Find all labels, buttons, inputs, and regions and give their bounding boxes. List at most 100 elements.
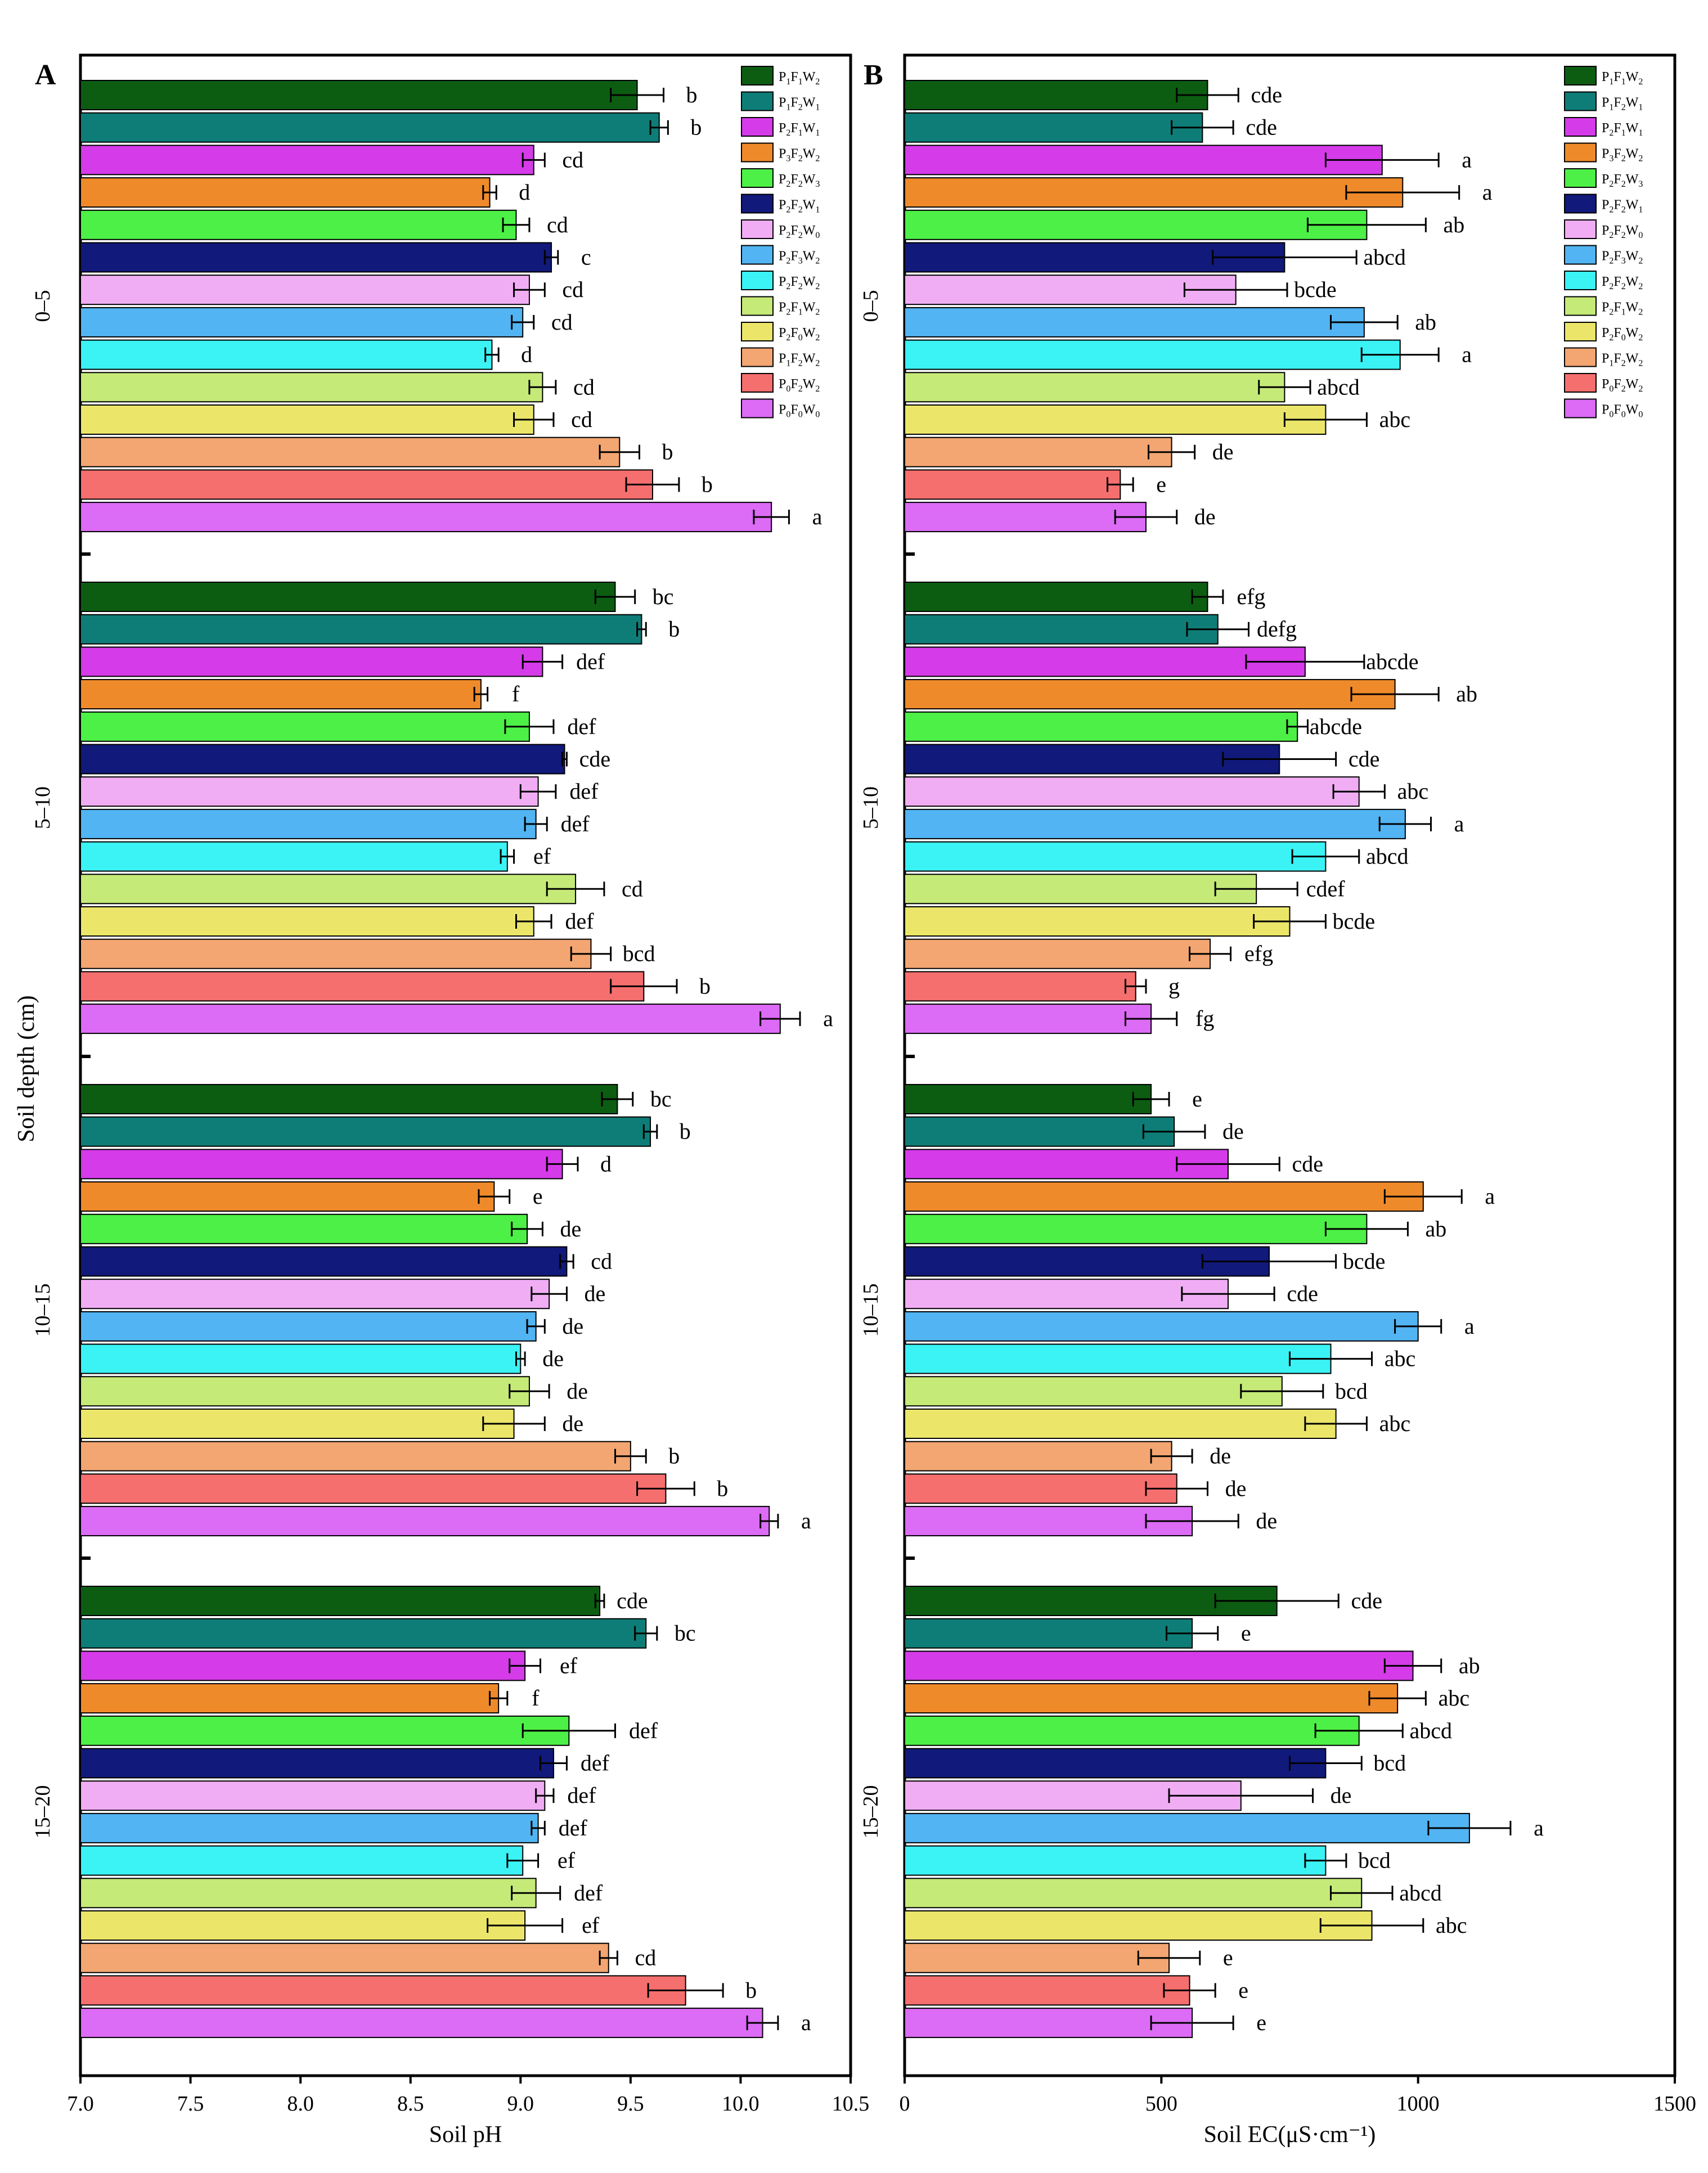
significance-letter: abcd <box>1363 245 1406 270</box>
significance-letter: a <box>1462 342 1472 367</box>
significance-letter: de <box>1225 1475 1247 1501</box>
bar <box>904 1473 1177 1504</box>
legend-swatch <box>1564 347 1597 367</box>
bar <box>904 145 1383 176</box>
legend-label: P1F2W2 <box>779 352 820 368</box>
significance-letter: bcd <box>1335 1378 1368 1403</box>
legend-swatch <box>1564 117 1597 137</box>
significance-letter: b <box>680 1119 691 1144</box>
bar <box>80 744 565 775</box>
bar <box>80 1910 526 1941</box>
legend-swatch <box>1564 296 1597 316</box>
bar <box>904 1311 1419 1342</box>
significance-letter: cd <box>622 876 643 901</box>
legend-label: P0F2W2 <box>779 377 820 394</box>
significance-letter: bcde <box>1294 277 1337 302</box>
significance-letter: de <box>542 1346 564 1371</box>
significance-letter: abcd <box>1366 844 1409 869</box>
significance-letter: bcde <box>1343 1249 1386 1274</box>
legend-label: P0F2W2 <box>1602 377 1643 394</box>
significance-letter: cde <box>1349 746 1380 772</box>
significance-letter: e <box>533 1184 543 1209</box>
legend-item: P2F3W2 <box>1564 245 1643 266</box>
legend-swatch <box>1564 373 1597 393</box>
significance-letter: ef <box>582 1913 600 1938</box>
bar <box>904 1084 1152 1114</box>
legend-swatch <box>1564 91 1597 111</box>
bar <box>904 1910 1373 1941</box>
significance-letter: cde <box>1251 82 1282 107</box>
legend-label: P2F1W2 <box>1602 300 1643 317</box>
legend-item: P1F2W1 <box>1564 91 1643 113</box>
bar <box>80 1116 651 1147</box>
significance-letter: bcd <box>1358 1848 1391 1873</box>
significance-letter: a <box>801 2010 811 2035</box>
legend-item: P2F2W0 <box>1564 219 1643 240</box>
bar <box>904 938 1211 969</box>
bar <box>904 177 1404 208</box>
bar <box>80 906 534 937</box>
bar <box>904 469 1121 500</box>
legend-item: P1F2W2 <box>741 347 820 368</box>
significance-letter: cd <box>551 309 573 335</box>
bar <box>80 1246 568 1277</box>
bar <box>80 1409 515 1439</box>
bar <box>80 80 638 110</box>
bar <box>80 1942 609 1973</box>
bar <box>80 1975 686 2006</box>
significance-letter: ab <box>1456 681 1477 707</box>
bar <box>80 971 645 1002</box>
bar <box>80 1715 570 1746</box>
bar <box>904 582 1208 612</box>
significance-letter: b <box>699 973 711 998</box>
bar <box>80 582 616 612</box>
significance-letter: de <box>1256 1508 1277 1533</box>
significance-letter: de <box>1194 504 1216 529</box>
bar <box>904 2008 1193 2039</box>
significance-letter: c <box>581 245 591 270</box>
significance-letter: def <box>569 779 599 804</box>
legend-swatch <box>741 245 774 265</box>
panel-a: A 0–5bbcddcdccdcddcdcdbba5–10bcbdeffdefc… <box>14 53 869 2148</box>
bar <box>80 1650 526 1681</box>
bar <box>904 1650 1414 1681</box>
legend-swatch <box>741 117 774 137</box>
significance-letter: de <box>562 1411 583 1436</box>
bar <box>80 1343 522 1374</box>
significance-letter: de <box>1210 1443 1231 1469</box>
bar <box>904 1441 1172 1472</box>
bar <box>80 1084 618 1114</box>
x-tick-label: 7.5 <box>177 2092 204 2116</box>
significance-letter: cd <box>635 1945 657 1970</box>
bar <box>80 112 660 143</box>
depth-label: 0–5 <box>859 290 883 322</box>
significance-letter: abc <box>1385 1346 1416 1371</box>
legend-label: P2F2W2 <box>1602 275 1643 291</box>
bar <box>80 1780 546 1811</box>
bar <box>904 209 1368 240</box>
legend-label: P1F2W1 <box>779 96 820 113</box>
bar <box>904 1845 1327 1876</box>
bar <box>904 1748 1327 1779</box>
significance-letter: a <box>801 1508 811 1533</box>
legend-item: P2F0W2 <box>1564 322 1643 343</box>
bar <box>904 711 1298 742</box>
significance-letter: ab <box>1415 309 1436 335</box>
legend-label: P2F2W0 <box>1602 223 1643 240</box>
x-tick-label: 8.0 <box>287 2092 314 2116</box>
legend-label: P2F2W2 <box>779 275 820 291</box>
legend-swatch <box>741 373 774 393</box>
panel-a-bars: 0–5bbcddcdccdcddcdcdbba5–10bcbdeffdefcde… <box>31 80 833 2039</box>
bar <box>80 646 543 677</box>
panel-a-x-axis-label: Soil pH <box>429 2122 502 2148</box>
significance-letter: def <box>567 1783 596 1808</box>
legend-label: P2F3W2 <box>779 249 820 266</box>
x-tick-label: 9.5 <box>617 2092 644 2116</box>
legend-swatch <box>741 194 774 214</box>
panel-b-x-axis: 0 500 1000 1500 <box>900 2076 1696 2116</box>
bar <box>904 1683 1399 1714</box>
